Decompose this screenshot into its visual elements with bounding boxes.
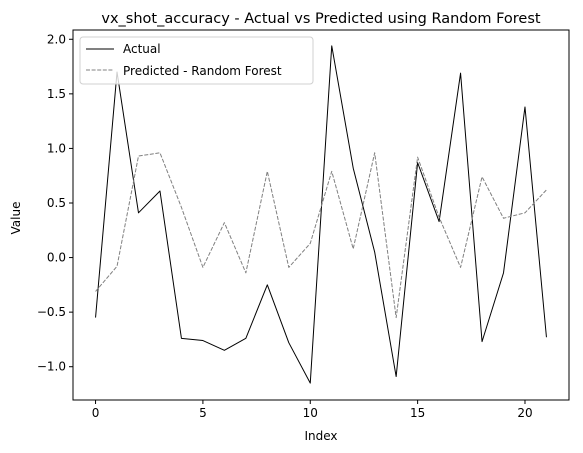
- legend-box: [79, 36, 314, 85]
- y-tick-label: 0.5: [47, 196, 66, 210]
- x-axis-label: Index: [304, 429, 337, 443]
- y-tick-label: 1.0: [47, 141, 66, 155]
- legend-label-predicted: Predicted - Random Forest: [123, 64, 282, 78]
- x-tick-label: 0: [92, 406, 100, 420]
- x-tick-label: 5: [199, 406, 207, 420]
- chart-title: vx_shot_accuracy - Actual vs Predicted u…: [101, 11, 541, 27]
- y-tick-label: 1.5: [47, 87, 66, 101]
- x-tick-label: 20: [517, 406, 532, 420]
- x-tick-label: 10: [303, 406, 318, 420]
- series-line-predicted: [95, 152, 547, 319]
- y-tick-label: −0.5: [37, 305, 66, 319]
- y-tick-label: −1.0: [37, 360, 66, 374]
- series-line-actual: [95, 45, 547, 384]
- legend-label-actual: Actual: [123, 42, 161, 56]
- plot-area: [95, 45, 547, 384]
- y-tick-label: 0.0: [47, 251, 66, 265]
- y-axis-label: Value: [9, 202, 23, 235]
- x-tick-label: 15: [410, 406, 425, 420]
- plot-frame: [72, 29, 570, 401]
- legend: Actual Predicted - Random Forest: [79, 36, 314, 85]
- y-tick-label: 2.0: [47, 32, 66, 46]
